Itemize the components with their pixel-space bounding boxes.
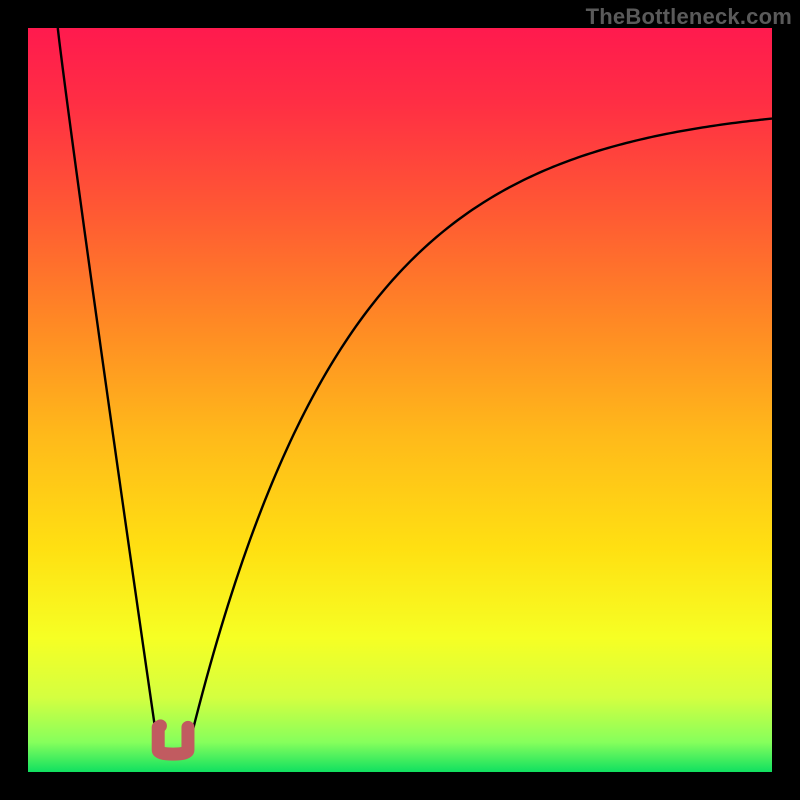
- plot-area: [28, 28, 772, 772]
- chart-container: TheBottleneck.com: [0, 0, 800, 800]
- optimum-marker-dot: [154, 719, 167, 732]
- bottleneck-curve-chart: [28, 28, 772, 772]
- gradient-background: [28, 28, 772, 772]
- watermark-text: TheBottleneck.com: [586, 4, 792, 30]
